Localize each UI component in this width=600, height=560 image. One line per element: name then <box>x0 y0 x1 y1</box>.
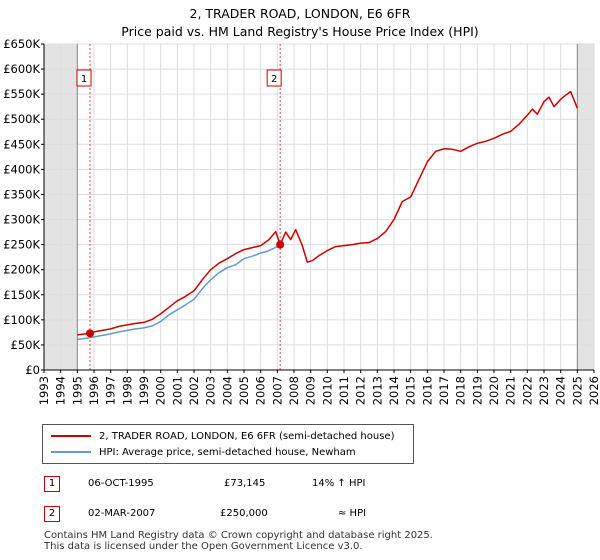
x-tick-label: 1998 <box>120 376 134 405</box>
y-tick-label: £300K <box>3 213 40 227</box>
x-tick-label: 2005 <box>237 376 251 405</box>
y-tick-label: £600K <box>3 62 40 76</box>
transaction-hpi-note: 14% ↑ HPI <box>312 478 366 489</box>
y-tick-label: £150K <box>3 288 40 302</box>
x-tick-label: 1994 <box>54 376 68 405</box>
x-tick-label: 2004 <box>220 376 234 405</box>
transaction-price: £250,000 <box>220 508 268 519</box>
x-tick-label: 2024 <box>554 376 568 405</box>
x-tick-label: 2006 <box>254 376 268 405</box>
x-tick-label: 2001 <box>170 376 184 405</box>
x-tick-label: 2016 <box>420 376 434 405</box>
chart-marker-label: 2 <box>271 74 277 85</box>
y-tick-label: £50K <box>11 338 41 352</box>
x-tick-label: 2026 <box>587 376 600 405</box>
footer-licence: This data is licensed under the Open Gov… <box>44 541 363 552</box>
x-tick-label: 2017 <box>437 376 451 405</box>
x-tick-label: 1993 <box>37 376 51 405</box>
x-tick-label: 2014 <box>387 376 401 405</box>
y-tick-label: £650K <box>3 37 40 51</box>
transaction-marker: 2 <box>44 506 60 522</box>
x-tick-label: 2002 <box>187 376 201 405</box>
x-tick-label: 2019 <box>470 376 484 405</box>
x-tick-label: 2015 <box>404 376 418 405</box>
x-tick-label: 2000 <box>154 376 168 405</box>
transaction-price: £73,145 <box>224 478 266 489</box>
x-tick-label: 1999 <box>137 376 151 405</box>
y-tick-label: £400K <box>3 162 40 176</box>
legend-swatch-hpi <box>51 451 91 453</box>
y-tick-label: £250K <box>3 238 40 252</box>
y-tick-label: £200K <box>3 263 40 277</box>
x-tick-label: 2010 <box>320 376 334 405</box>
y-tick-label: £350K <box>3 187 40 201</box>
x-tick-label: 2022 <box>520 376 534 405</box>
legend-item-hpi: HPI: Average price, semi-detached house,… <box>51 444 356 460</box>
x-tick-label: 2021 <box>504 376 518 405</box>
x-tick-label: 2012 <box>354 376 368 405</box>
x-tick-label: 1997 <box>104 376 118 405</box>
legend-label-hpi: HPI: Average price, semi-detached house,… <box>99 446 356 458</box>
x-tick-label: 2023 <box>537 376 551 405</box>
x-tick-label: 1995 <box>70 376 84 405</box>
x-tick-label: 2008 <box>287 376 301 405</box>
price-chart: 1 2 £0 £50K £100K £150K £200K £250K £300K £350K £… <box>3 37 600 405</box>
y-tick-label: £450K <box>3 137 40 151</box>
transaction-point <box>86 329 94 338</box>
shaded-region <box>577 44 594 370</box>
y-tick-label: £0 <box>25 363 40 377</box>
legend: 2, TRADER ROAD, LONDON, E6 6FR (semi-det… <box>42 424 414 464</box>
transaction-hpi-note: ≈ HPI <box>338 508 367 519</box>
chart-subtitle: Price paid vs. HM Land Registry's House … <box>121 24 479 39</box>
legend-swatch-property <box>51 435 91 437</box>
property-price-line <box>77 90 578 336</box>
x-tick-label: 2009 <box>304 376 318 405</box>
transaction-marker: 1 <box>44 476 60 492</box>
footer-copyright: Contains HM Land Registry data © Crown c… <box>44 530 433 541</box>
y-tick-label: £500K <box>3 112 40 126</box>
x-tick-label: 2020 <box>487 376 501 405</box>
x-tick-label: 2011 <box>337 376 351 405</box>
x-tick-label: 2025 <box>570 376 584 405</box>
y-tick-label: £100K <box>3 313 40 327</box>
chart-title: 2, TRADER ROAD, LONDON, E6 6FR <box>189 6 411 21</box>
legend-label-property: 2, TRADER ROAD, LONDON, E6 6FR (semi-det… <box>99 430 395 442</box>
transaction-date: 02-MAR-2007 <box>88 508 156 519</box>
x-tick-label: 2007 <box>270 376 284 405</box>
transaction-point <box>276 240 285 249</box>
x-tick-label: 1996 <box>87 376 101 405</box>
plot-area <box>44 44 594 370</box>
x-tick-label: 2018 <box>454 376 468 405</box>
y-tick-label: £550K <box>3 87 40 101</box>
hpi-line <box>77 243 281 341</box>
chart-marker-box <box>266 69 282 87</box>
chart-marker-label: 1 <box>81 74 87 85</box>
transaction-date: 06-OCT-1995 <box>88 478 154 489</box>
x-tick-label: 2003 <box>204 376 218 405</box>
legend-item-property: 2, TRADER ROAD, LONDON, E6 6FR (semi-det… <box>51 428 395 444</box>
x-tick-label: 2013 <box>370 376 384 405</box>
chart-marker-box <box>76 69 92 87</box>
footer: Contains HM Land Registry data © Crown c… <box>44 530 433 552</box>
